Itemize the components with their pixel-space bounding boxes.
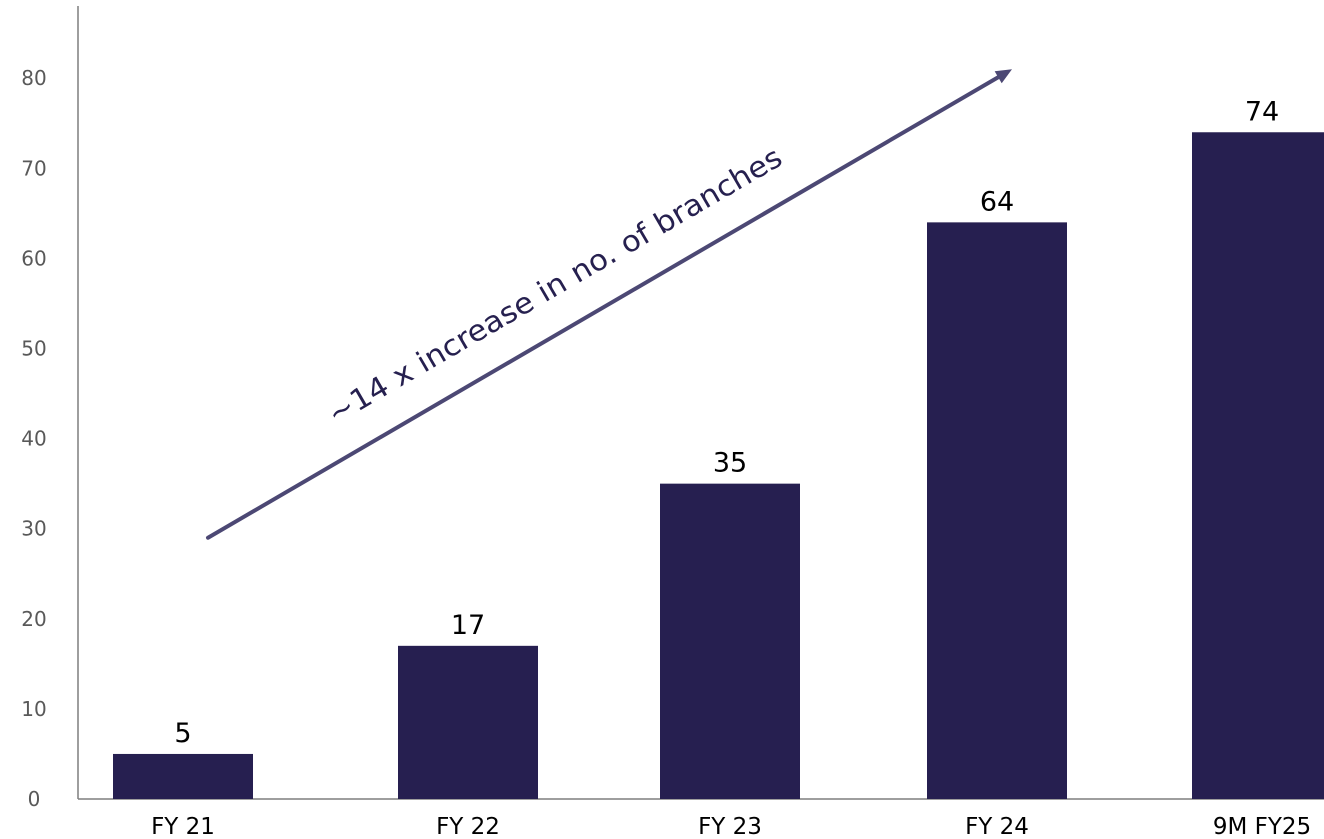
trend-arrow-head <box>994 69 1012 84</box>
bar <box>1192 132 1324 799</box>
y-tick-label: 40 <box>21 427 46 451</box>
bar <box>398 645 538 799</box>
y-tick-label: 80 <box>21 66 46 90</box>
y-axis-ticks: 0 10 20 30 40 50 60 70 80 <box>21 66 46 811</box>
bar-value-label: 64 <box>980 186 1014 217</box>
x-axis-labels: FY 21 FY 22 FY 23 FY 24 9M FY25 <box>151 814 1311 839</box>
bar-value-label: 5 <box>174 718 191 749</box>
bar-value-label: 74 <box>1245 96 1279 127</box>
y-tick-label: 30 <box>21 517 46 541</box>
y-tick-label: 50 <box>21 337 46 361</box>
x-category-label: 9M FY25 <box>1213 814 1311 839</box>
data-labels: 5 17 35 64 74 <box>174 96 1279 749</box>
trend-annotation-text: ~14 x increase in no. of branches <box>321 140 787 431</box>
x-category-label: FY 22 <box>436 814 500 839</box>
x-category-label: FY 23 <box>698 814 762 839</box>
x-category-label: FY 24 <box>965 814 1029 839</box>
y-tick-label: 70 <box>21 156 46 180</box>
bar <box>927 222 1067 800</box>
x-category-label: FY 21 <box>151 814 215 839</box>
bar <box>660 483 800 799</box>
bars <box>113 132 1324 800</box>
bar-value-label: 35 <box>713 448 747 479</box>
y-tick-label: 60 <box>21 246 46 270</box>
y-tick-label: 20 <box>21 607 46 631</box>
y-tick-label: 10 <box>21 697 46 721</box>
trend-annotation: ~14 x increase in no. of branches <box>206 69 1012 540</box>
bar <box>113 753 253 799</box>
y-tick-label: 0 <box>28 787 41 811</box>
trend-arrow-line <box>206 75 1001 540</box>
bar-value-label: 17 <box>451 610 485 641</box>
